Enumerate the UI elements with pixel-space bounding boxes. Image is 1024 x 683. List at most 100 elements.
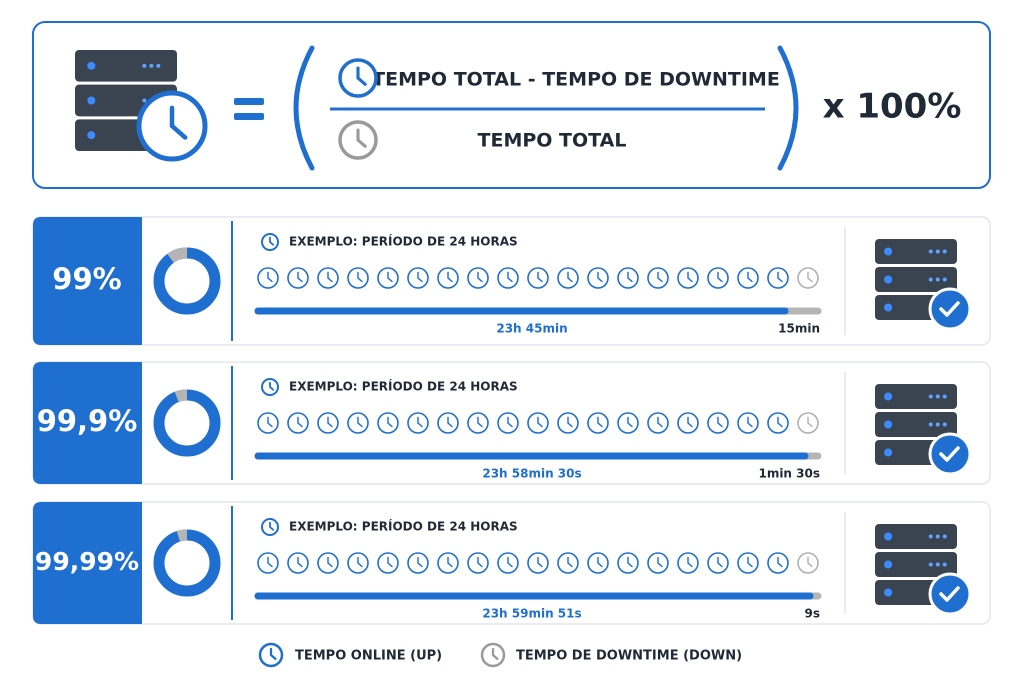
clock-icon — [587, 552, 609, 574]
check-mark — [939, 446, 960, 462]
server-dot — [928, 394, 933, 399]
clock-icon — [617, 412, 639, 434]
clock-icon — [317, 412, 339, 434]
clock-icon — [677, 267, 699, 289]
clock-hands — [807, 271, 813, 283]
percent-label: 99,99% — [35, 547, 139, 576]
clock-hands — [597, 416, 603, 428]
clock-hands — [627, 416, 633, 428]
clock-hands — [269, 236, 275, 246]
clock-hands — [267, 271, 273, 283]
clock-icon — [338, 58, 378, 98]
downtime-label: 9s — [805, 607, 821, 621]
example-label: EXEMPLO: PERÍODO DE 24 HORAS — [289, 379, 518, 394]
clock-hands — [717, 271, 723, 283]
server-dot — [942, 534, 947, 539]
clock-hands — [567, 416, 573, 428]
clock-hands — [387, 271, 393, 283]
server-unit — [875, 384, 957, 409]
clock-hands — [357, 271, 363, 283]
clock-icon — [377, 267, 399, 289]
clock-icon — [261, 233, 279, 251]
clock-hands — [327, 271, 333, 283]
clock-hands — [657, 271, 663, 283]
clock-hands — [567, 556, 573, 568]
percent-label: 99,9% — [37, 404, 138, 438]
clock-hands — [269, 381, 275, 391]
server-dot — [142, 98, 147, 103]
clock-icon — [377, 552, 399, 574]
clock-icon — [797, 267, 819, 289]
server-dot — [935, 534, 940, 539]
clock-hands — [507, 271, 513, 283]
server-led — [87, 61, 96, 70]
clock-hands — [597, 556, 603, 568]
clock-icon — [480, 642, 506, 668]
clock-hands — [357, 416, 363, 428]
clock-hands — [507, 556, 513, 568]
clock-icon — [497, 552, 519, 574]
clock-icon — [647, 412, 669, 434]
server-led — [884, 392, 893, 401]
clock-hands — [297, 271, 303, 283]
donut-gap — [153, 529, 221, 597]
clock-icon — [347, 267, 369, 289]
clock-icon — [437, 267, 459, 289]
server-led — [87, 131, 96, 140]
equals-sign — [234, 113, 264, 120]
clock-hands — [717, 416, 723, 428]
clock-hands — [169, 105, 188, 140]
clock-icon — [257, 267, 279, 289]
clock-hands — [387, 556, 393, 568]
server-led — [884, 420, 893, 429]
server-dot — [156, 63, 161, 68]
example-label: EXEMPLO: PERÍODO DE 24 HORAS — [289, 519, 518, 534]
uptime-label: 23h 45min — [496, 322, 567, 336]
clock-hands — [447, 271, 453, 283]
percent-block — [33, 502, 142, 624]
clock-icon — [557, 412, 579, 434]
clock-hands — [627, 271, 633, 283]
clock-hands — [687, 271, 693, 283]
server-dot — [928, 249, 933, 254]
clock-icon — [767, 267, 789, 289]
server-led — [884, 303, 893, 312]
clock-icon — [527, 552, 549, 574]
clock-icon — [557, 267, 579, 289]
clock-hands — [477, 271, 483, 283]
clock-icon — [467, 267, 489, 289]
clock-icon — [497, 267, 519, 289]
server-dot — [942, 394, 947, 399]
server-dot — [928, 422, 933, 427]
check-mark — [939, 301, 960, 317]
clock-hands — [657, 416, 663, 428]
uptime-label: 23h 59min 51s — [482, 607, 581, 621]
server-unit — [875, 412, 957, 437]
clock-icon — [437, 412, 459, 434]
clock-icon — [797, 552, 819, 574]
server-dot — [928, 277, 933, 282]
clock-hands — [657, 556, 663, 568]
server-dot — [142, 63, 147, 68]
server-dot — [935, 422, 940, 427]
server-unit — [875, 524, 957, 549]
server-unit — [75, 50, 177, 82]
clock-hands — [477, 556, 483, 568]
clock-icon — [767, 412, 789, 434]
server-led — [87, 96, 96, 105]
clock-icon — [797, 412, 819, 434]
clock-hands — [567, 271, 573, 283]
server-dot — [942, 422, 947, 427]
percent-block — [33, 362, 142, 484]
server-led — [884, 560, 893, 569]
denominator: TEMPO TOTAL — [478, 130, 627, 152]
check-badge — [928, 287, 972, 331]
clock-icon — [707, 267, 729, 289]
clock-icon — [347, 552, 369, 574]
parenthesis — [777, 45, 799, 171]
clock-icon — [527, 267, 549, 289]
server-dot — [935, 249, 940, 254]
clock-icon — [258, 642, 284, 668]
server-icon — [875, 239, 957, 320]
server-dot — [942, 277, 947, 282]
